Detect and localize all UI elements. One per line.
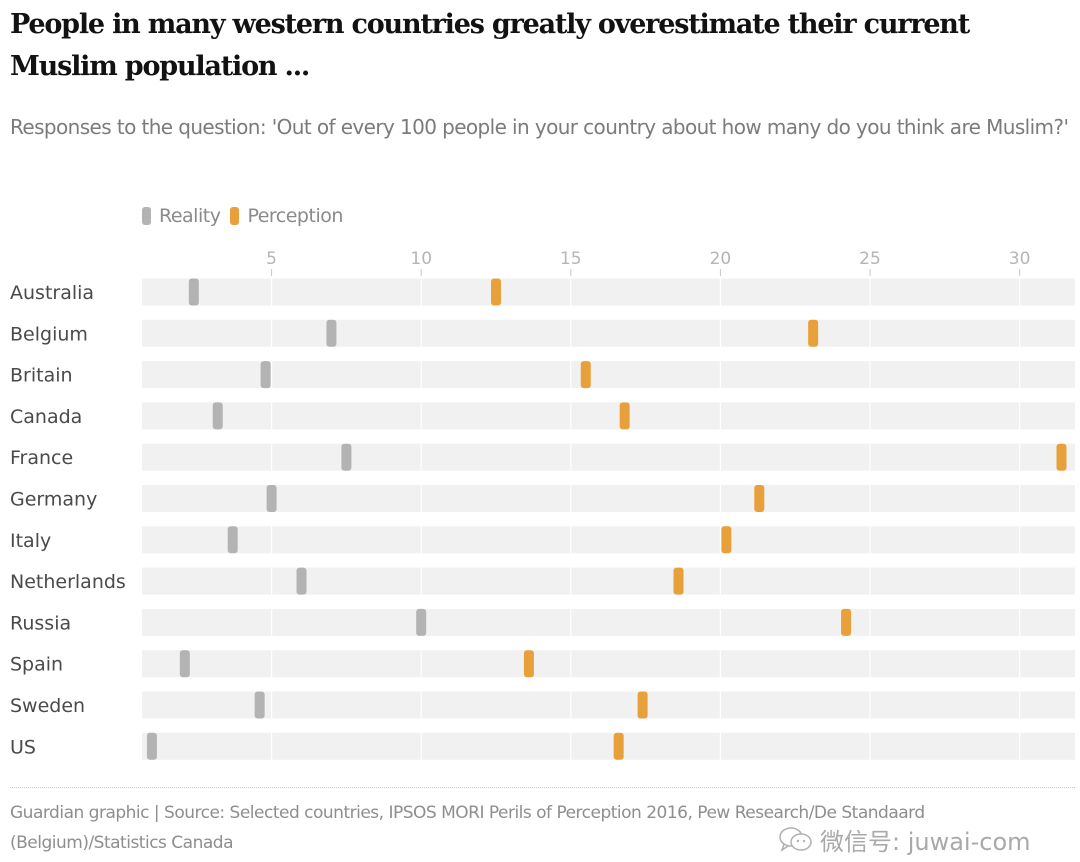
legend-swatch-reality: [142, 207, 151, 225]
chart-subtitle: Responses to the question: 'Out of every…: [10, 115, 1069, 139]
category-label: Germany: [10, 489, 97, 511]
category-label: Russia: [10, 612, 71, 634]
reality-marker: [260, 361, 271, 389]
legend-item-perception: Perception: [230, 205, 343, 227]
perception-marker: [808, 319, 819, 347]
source-note: Guardian graphic | Source: Selected coun…: [10, 803, 925, 853]
row-track: [142, 361, 1075, 389]
row-track: [142, 608, 1075, 636]
reality-marker: [146, 732, 157, 760]
x-tick-label: 20: [710, 249, 732, 269]
row-track: [142, 691, 1075, 719]
perception-marker: [721, 526, 732, 554]
perception-marker: [613, 732, 624, 760]
row-track: [142, 443, 1075, 471]
wechat-icon: [779, 826, 812, 852]
perception-marker: [673, 567, 684, 595]
row-track: [142, 485, 1075, 512]
category-label: Sweden: [10, 695, 85, 717]
reality-marker: [179, 650, 190, 678]
perception-marker: [754, 485, 765, 512]
reality-marker: [416, 608, 427, 636]
category-label: Belgium: [10, 323, 88, 345]
category-label: US: [10, 736, 36, 758]
watermark-text: 微信号: juwai-com: [820, 828, 1031, 856]
reality-marker: [266, 485, 277, 512]
watermark: 微信号: juwai-com: [778, 822, 1031, 857]
perception-marker: [619, 402, 630, 430]
row-track: [142, 526, 1075, 554]
x-tick-label: 10: [410, 249, 432, 269]
reality-marker: [212, 402, 223, 430]
reality-marker: [341, 443, 352, 471]
category-label: Canada: [10, 406, 82, 428]
row-track: [142, 319, 1075, 347]
legend-label-perception: Perception: [247, 205, 343, 227]
legend-item-reality: Reality: [142, 205, 221, 227]
row-track: [142, 567, 1075, 595]
reality-marker: [188, 278, 199, 306]
perception-marker: [841, 608, 852, 636]
row-track: [142, 402, 1075, 430]
legend-label-reality: Reality: [159, 205, 221, 227]
reality-marker: [227, 526, 238, 554]
row-track: [142, 650, 1075, 678]
x-tick-label: 30: [1009, 249, 1031, 269]
row-track: [142, 732, 1075, 760]
x-tick-label: 5: [266, 249, 277, 269]
footer-divider: [10, 787, 1075, 788]
chart-plot: 5 10 15 20 25 30 Australia Belgium Britain Canada…: [10, 249, 1075, 760]
category-label: Spain: [10, 654, 63, 676]
row-track: [142, 278, 1075, 306]
reality-marker: [296, 567, 307, 595]
category-label: Britain: [10, 365, 73, 387]
category-label: Australia: [10, 282, 94, 304]
category-label: Netherlands: [10, 571, 126, 593]
category-label: Italy: [10, 530, 51, 552]
chart-title: People in many western countries greatly…: [10, 9, 970, 82]
category-label: France: [10, 447, 73, 469]
x-tick-label: 25: [859, 249, 881, 269]
perception-marker: [580, 361, 591, 389]
legend-swatch-perception: [230, 207, 240, 225]
perception-marker: [523, 650, 534, 678]
perception-marker: [1056, 443, 1067, 471]
reality-marker: [254, 691, 265, 719]
reality-marker: [326, 319, 337, 347]
legend: Reality Perception: [142, 205, 353, 227]
x-tick-label: 15: [560, 249, 582, 269]
perception-marker: [637, 691, 648, 719]
perception-marker: [491, 278, 501, 306]
